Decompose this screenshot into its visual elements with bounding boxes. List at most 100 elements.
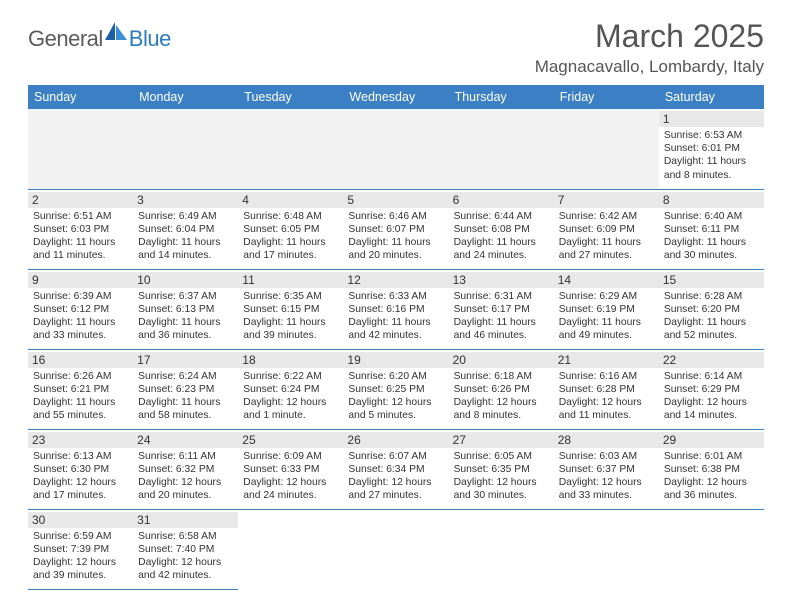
day-details: Sunrise: 6:16 AMSunset: 6:28 PMDaylight:… [559, 370, 654, 423]
calendar-day-cell: 20 Sunrise: 6:18 AMSunset: 6:26 PMDayligh… [449, 349, 554, 429]
weekday-header: Friday [554, 85, 659, 109]
day-number: 13 [449, 272, 554, 288]
day-details: Sunrise: 6:51 AMSunset: 6:03 PMDaylight:… [33, 210, 128, 263]
calendar-day-cell: 10Sunrise: 6:37 AMSunset: 6:13 PMDayligh… [133, 269, 238, 349]
weekday-header: Sunday [28, 85, 133, 109]
calendar-day-cell: 31 Sunrise: 6:58 AMSunset: 7:40 PMDayligh… [133, 509, 238, 589]
day-details: Sunrise: 6:49 AMSunset: 6:04 PMDaylight:… [138, 210, 233, 263]
calendar-week-row: 9 Sunrise: 6:39 AMSunset: 6:12 PMDaylight… [28, 269, 764, 349]
day-number: 5 [343, 192, 448, 208]
calendar-day-cell: 7 Sunrise: 6:42 AMSunset: 6:09 PMDaylight… [554, 189, 659, 269]
day-details: Sunrise: 6:31 AMSunset: 6:17 PMDaylight:… [454, 290, 549, 343]
calendar-day-cell [238, 509, 343, 589]
day-details: Sunrise: 6:26 AMSunset: 6:21 PMDaylight:… [33, 370, 128, 423]
calendar-day-cell: 1 Sunrise: 6:53 AMSunset: 6:01 PMDaylight… [659, 109, 764, 189]
day-number: 12 [343, 272, 448, 288]
day-number: 26 [343, 432, 448, 448]
day-details: Sunrise: 6:53 AMSunset: 6:01 PMDaylight:… [664, 129, 759, 182]
day-number: 11 [238, 272, 343, 288]
day-details: Sunrise: 6:46 AMSunset: 6:07 PMDaylight:… [348, 210, 443, 263]
calendar-day-cell [238, 109, 343, 189]
day-number: 6 [449, 192, 554, 208]
calendar-table: Sunday Monday Tuesday Wednesday Thursday… [28, 85, 764, 590]
day-details: Sunrise: 6:39 AMSunset: 6:12 PMDaylight:… [33, 290, 128, 343]
calendar-day-cell: 4 Sunrise: 6:48 AMSunset: 6:05 PMDaylight… [238, 189, 343, 269]
day-details: Sunrise: 6:35 AMSunset: 6:15 PMDaylight:… [243, 290, 338, 343]
day-number: 21 [554, 352, 659, 368]
day-details: Sunrise: 6:29 AMSunset: 6:19 PMDaylight:… [559, 290, 654, 343]
calendar-day-cell: 13 Sunrise: 6:31 AMSunset: 6:17 PMDayligh… [449, 269, 554, 349]
day-details: Sunrise: 6:59 AMSunset: 7:39 PMDaylight:… [33, 530, 128, 583]
calendar-day-cell: 12 Sunrise: 6:33 AMSunset: 6:16 PMDayligh… [343, 269, 448, 349]
title-block: March 2025 Magnacavallo, Lombardy, Italy [535, 18, 764, 77]
day-details: Sunrise: 6:42 AMSunset: 6:09 PMDaylight:… [559, 210, 654, 263]
day-details: Sunrise: 6:09 AMSunset: 6:33 PMDaylight:… [243, 450, 338, 503]
calendar-day-cell [28, 109, 133, 189]
day-details: Sunrise: 6:18 AMSunset: 6:26 PMDaylight:… [454, 370, 549, 423]
day-number: 20 [449, 352, 554, 368]
calendar-page: General Blue March 2025 Magnacavallo, Lo… [0, 0, 792, 590]
calendar-header-row: Sunday Monday Tuesday Wednesday Thursday… [28, 85, 764, 109]
day-number: 31 [133, 512, 238, 528]
day-number: 28 [554, 432, 659, 448]
page-header: General Blue March 2025 Magnacavallo, Lo… [28, 18, 764, 77]
day-details: Sunrise: 6:01 AMSunset: 6:38 PMDaylight:… [664, 450, 759, 503]
calendar-day-cell: 19Sunrise: 6:20 AMSunset: 6:25 PMDayligh… [343, 349, 448, 429]
logo-text-general: General [28, 26, 103, 52]
day-number: 24 [133, 432, 238, 448]
calendar-day-cell [343, 509, 448, 589]
weekday-header: Tuesday [238, 85, 343, 109]
day-details: Sunrise: 6:20 AMSunset: 6:25 PMDaylight:… [348, 370, 443, 423]
calendar-day-cell: 16Sunrise: 6:26 AMSunset: 6:21 PMDayligh… [28, 349, 133, 429]
calendar-day-cell: 2Sunrise: 6:51 AMSunset: 6:03 PMDaylight… [28, 189, 133, 269]
weekday-header: Wednesday [343, 85, 448, 109]
calendar-day-cell: 27Sunrise: 6:05 AMSunset: 6:35 PMDayligh… [449, 429, 554, 509]
calendar-day-cell: 18Sunrise: 6:22 AMSunset: 6:24 PMDayligh… [238, 349, 343, 429]
calendar-week-row: 1 Sunrise: 6:53 AMSunset: 6:01 PMDaylight… [28, 109, 764, 189]
calendar-day-cell: 8Sunrise: 6:40 AMSunset: 6:11 PMDaylight… [659, 189, 764, 269]
calendar-week-row: 30Sunrise: 6:59 AMSunset: 7:39 PMDayligh… [28, 509, 764, 589]
day-number: 7 [554, 192, 659, 208]
calendar-day-cell [133, 109, 238, 189]
day-number: 25 [238, 432, 343, 448]
day-details: Sunrise: 6:33 AMSunset: 6:16 PMDaylight:… [348, 290, 443, 343]
day-number: 22 [659, 352, 764, 368]
day-number: 14 [554, 272, 659, 288]
calendar-day-cell: 5 Sunrise: 6:46 AMSunset: 6:07 PMDaylight… [343, 189, 448, 269]
day-details: Sunrise: 6:48 AMSunset: 6:05 PMDaylight:… [243, 210, 338, 263]
day-number: 1 [659, 111, 764, 127]
calendar-day-cell: 11 Sunrise: 6:35 AMSunset: 6:15 PMDayligh… [238, 269, 343, 349]
calendar-day-cell: 6Sunrise: 6:44 AMSunset: 6:08 PMDaylight… [449, 189, 554, 269]
day-number: 27 [449, 432, 554, 448]
day-number: 3 [133, 192, 238, 208]
weekday-header: Saturday [659, 85, 764, 109]
day-number: 9 [28, 272, 133, 288]
calendar-day-cell: 30Sunrise: 6:59 AMSunset: 7:39 PMDayligh… [28, 509, 133, 589]
calendar-day-cell: 26Sunrise: 6:07 AMSunset: 6:34 PMDayligh… [343, 429, 448, 509]
day-number: 23 [28, 432, 133, 448]
calendar-week-row: 2Sunrise: 6:51 AMSunset: 6:03 PMDaylight… [28, 189, 764, 269]
location-subtitle: Magnacavallo, Lombardy, Italy [535, 57, 764, 77]
day-details: Sunrise: 6:37 AMSunset: 6:13 PMDaylight:… [138, 290, 233, 343]
day-number: 15 [659, 272, 764, 288]
calendar-day-cell: 22Sunrise: 6:14 AMSunset: 6:29 PMDayligh… [659, 349, 764, 429]
calendar-day-cell: 17Sunrise: 6:24 AMSunset: 6:23 PMDayligh… [133, 349, 238, 429]
calendar-day-cell: 25 Sunrise: 6:09 AMSunset: 6:33 PMDayligh… [238, 429, 343, 509]
day-details: Sunrise: 6:28 AMSunset: 6:20 PMDaylight:… [664, 290, 759, 343]
day-number: 4 [238, 192, 343, 208]
calendar-day-cell [659, 509, 764, 589]
calendar-day-cell [449, 109, 554, 189]
day-number: 8 [659, 192, 764, 208]
day-details: Sunrise: 6:58 AMSunset: 7:40 PMDaylight:… [138, 530, 233, 583]
calendar-body: 1 Sunrise: 6:53 AMSunset: 6:01 PMDaylight… [28, 109, 764, 589]
day-details: Sunrise: 6:13 AMSunset: 6:30 PMDaylight:… [33, 450, 128, 503]
calendar-day-cell: 28 Sunrise: 6:03 AMSunset: 6:37 PMDayligh… [554, 429, 659, 509]
calendar-day-cell: 23 Sunrise: 6:13 AMSunset: 6:30 PMDayligh… [28, 429, 133, 509]
day-number: 29 [659, 432, 764, 448]
calendar-week-row: 23 Sunrise: 6:13 AMSunset: 6:30 PMDayligh… [28, 429, 764, 509]
day-details: Sunrise: 6:03 AMSunset: 6:37 PMDaylight:… [559, 450, 654, 503]
day-details: Sunrise: 6:11 AMSunset: 6:32 PMDaylight:… [138, 450, 233, 503]
logo-text-blue: Blue [129, 26, 171, 52]
calendar-day-cell: 21 Sunrise: 6:16 AMSunset: 6:28 PMDayligh… [554, 349, 659, 429]
day-number: 18 [238, 352, 343, 368]
